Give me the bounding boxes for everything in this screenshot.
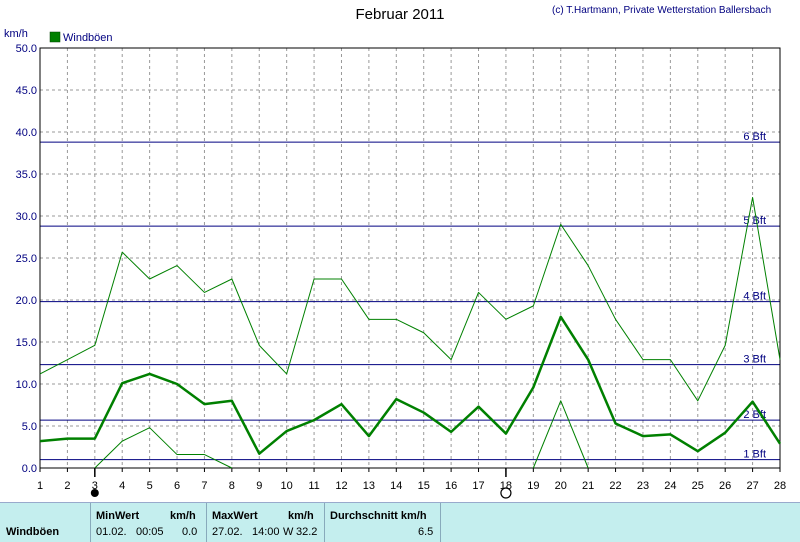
- min-time: 00:05: [136, 526, 164, 538]
- x-tick-label: 2: [64, 480, 70, 492]
- x-tick-label: 21: [582, 480, 594, 492]
- x-tick-label: 25: [692, 480, 704, 492]
- x-tick-label: 20: [555, 480, 567, 492]
- legend-swatch: [49, 31, 61, 43]
- y-tick-label: 30.0: [16, 211, 37, 223]
- min-header: MinWert: [96, 510, 140, 522]
- beaufort-label: 5 Bft: [743, 215, 766, 227]
- footer-separator: [90, 503, 91, 542]
- max-direction: W: [283, 526, 294, 538]
- x-tick-label: 27: [746, 480, 758, 492]
- stats-footer: Windböen MinWert km/h 01.02. 00:05 0.0 M…: [0, 502, 800, 542]
- plot-frame: [39, 47, 781, 469]
- x-tick-label: 11: [308, 480, 319, 492]
- max-date: 27.02.: [212, 526, 243, 538]
- copyright-credit: (c) T.Hartmann, Private Wetterstation Ba…: [552, 5, 772, 16]
- x-tick-label: 4: [119, 480, 125, 492]
- x-tick-label: 28: [774, 480, 786, 492]
- x-tick-label: 5: [147, 480, 153, 492]
- beaufort-label: 3 Bft: [743, 354, 766, 366]
- beaufort-label: 4 Bft: [743, 291, 766, 303]
- y-tick-label: 0.0: [22, 463, 37, 475]
- y-tick-label: 20.0: [16, 295, 37, 307]
- y-tick-label: 15.0: [16, 337, 37, 349]
- max-unit: km/h: [288, 510, 314, 522]
- x-tick-label: 10: [281, 480, 293, 492]
- x-tick-label: 15: [418, 480, 430, 492]
- avg-value: 6.5: [418, 526, 434, 538]
- x-tick-label: 17: [472, 480, 484, 492]
- footer-separator: [440, 503, 441, 542]
- x-tick-label: 13: [363, 480, 375, 492]
- y-axis-label: km/h: [4, 28, 28, 40]
- x-tick-label: 6: [174, 480, 180, 492]
- y-tick-label: 10.0: [16, 379, 37, 391]
- max-value: 32.2: [296, 526, 318, 538]
- y-tick-label: 35.0: [16, 169, 37, 181]
- legend-label: Windböen: [63, 32, 113, 44]
- x-tick-label: 19: [527, 480, 539, 492]
- x-tick-label: 9: [256, 480, 262, 492]
- y-tick-label: 25.0: [16, 253, 37, 265]
- new-moon-icon: [90, 489, 99, 497]
- footer-separator: [206, 503, 207, 542]
- avg-header: Durchschnitt km/h: [330, 510, 427, 522]
- x-tick-label: 14: [390, 480, 402, 492]
- x-tick-label: 22: [609, 480, 621, 492]
- x-tick-label: 26: [719, 480, 731, 492]
- x-tick-label: 12: [335, 480, 347, 492]
- series-line-minimum: [532, 400, 589, 469]
- full-moon-icon: [500, 487, 512, 499]
- x-tick-label: 24: [664, 480, 676, 492]
- max-header: MaxWert: [212, 510, 258, 522]
- y-tick-label: 45.0: [16, 85, 37, 97]
- max-time: 14:00: [252, 526, 280, 538]
- x-tick-label: 3: [92, 480, 98, 492]
- beaufort-label: 1 Bft: [743, 449, 766, 461]
- y-tick-label: 5.0: [22, 421, 37, 433]
- y-tick-label: 40.0: [16, 127, 37, 139]
- min-unit: km/h: [170, 510, 196, 522]
- y-tick-label: 50.0: [16, 43, 37, 55]
- x-tick-label: 23: [637, 480, 649, 492]
- beaufort-label: 6 Bft: [743, 131, 766, 143]
- chart-title: Februar 2011: [355, 6, 445, 23]
- x-tick-label: 7: [201, 480, 207, 492]
- x-tick-label: 16: [445, 480, 457, 492]
- series-line-average: [39, 315, 782, 455]
- footer-row-label: Windböen: [6, 526, 60, 538]
- min-value: 0.0: [182, 526, 198, 538]
- series-line-minimum: [94, 427, 233, 469]
- series-line-maximum: [39, 197, 781, 402]
- x-tick-label: 8: [229, 480, 235, 492]
- footer-separator: [324, 503, 325, 542]
- x-tick-label: 1: [37, 480, 43, 492]
- min-date: 01.02.: [96, 526, 127, 538]
